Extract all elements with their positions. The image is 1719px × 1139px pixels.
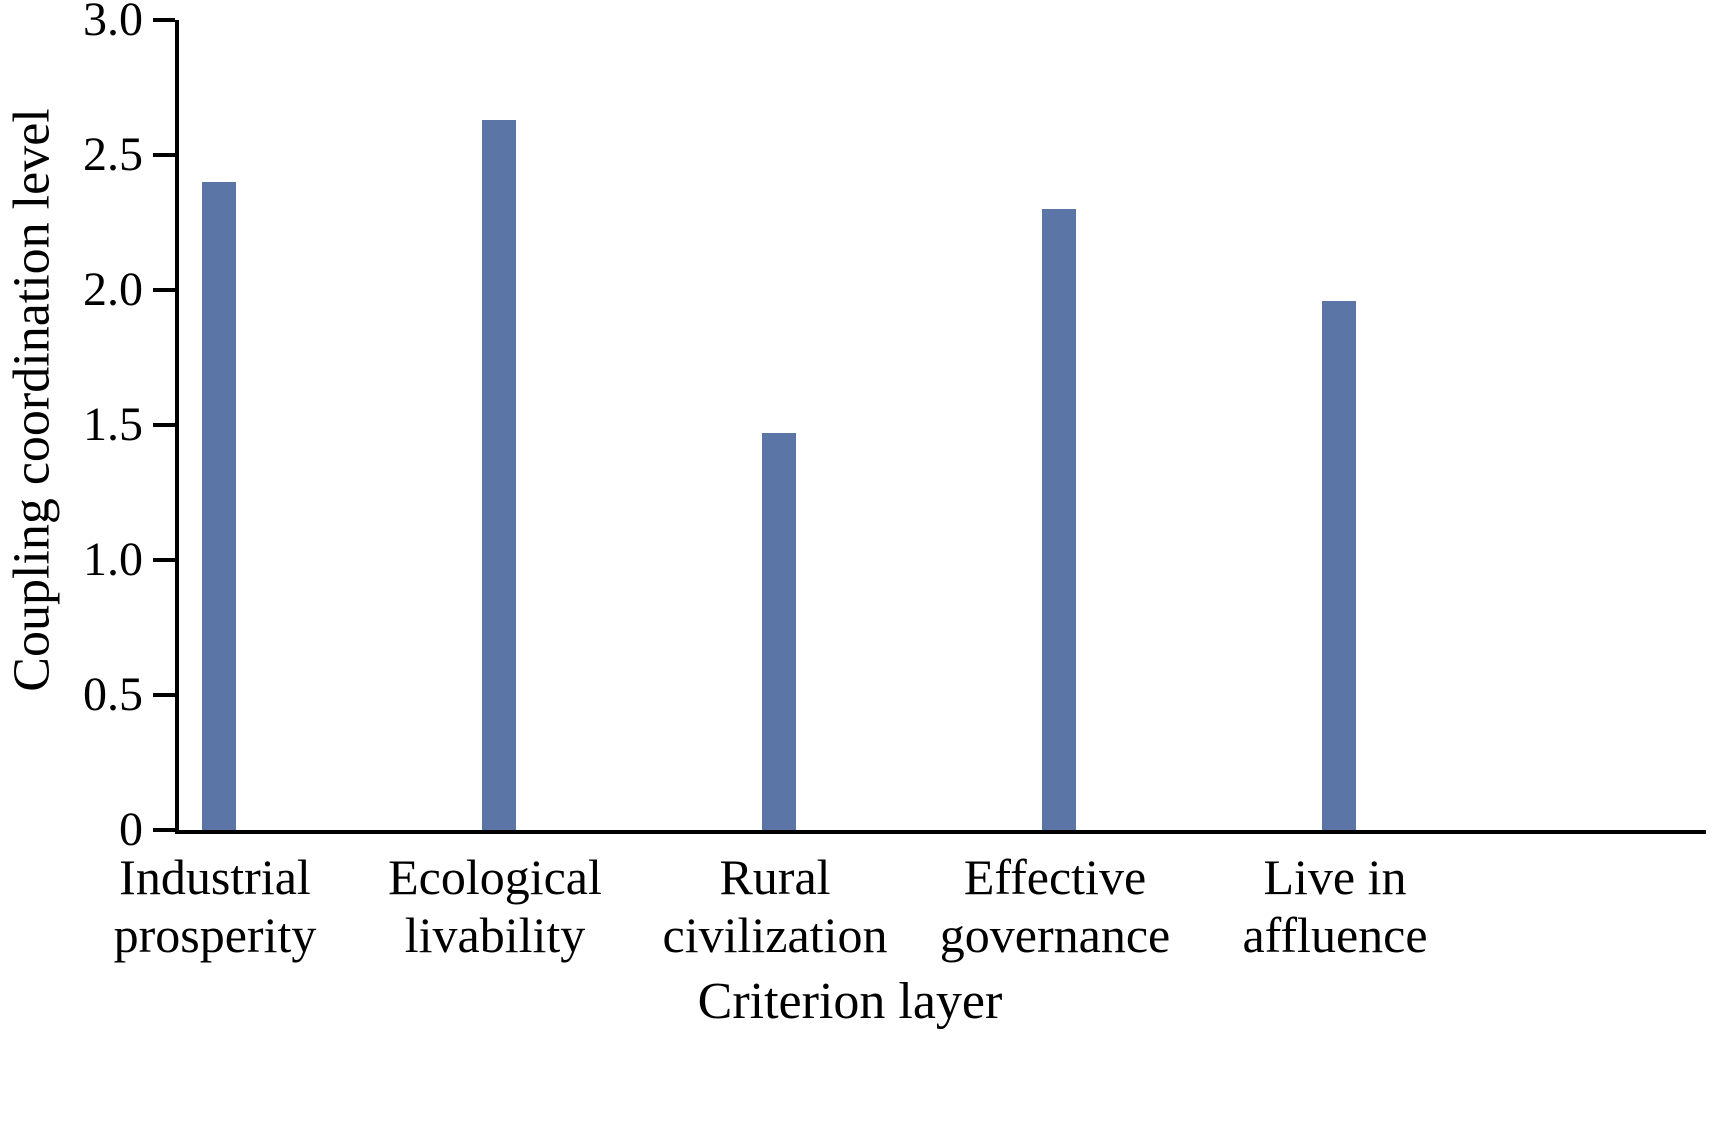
y-tick-label: 2.5 [83, 128, 143, 181]
y-tick-label: 3.0 [83, 0, 143, 46]
y-tick-label: 2.0 [83, 263, 143, 316]
bar [1322, 300, 1356, 830]
bar [202, 182, 236, 830]
x-axis-title: Criterion layer [697, 973, 1003, 1030]
y-tick-mark [153, 153, 175, 157]
y-tick-label: 1.0 [83, 533, 143, 586]
y-tick-label: 1.5 [83, 398, 143, 451]
y-tick-mark [153, 423, 175, 427]
y-tick-mark [153, 288, 175, 292]
y-tick-mark [153, 18, 175, 22]
x-category-label: Rural civilization [662, 849, 888, 963]
bar [762, 433, 796, 830]
x-category-label: Live in affluence [1242, 849, 1428, 963]
x-category-label: Effective governance [939, 849, 1171, 963]
plot-area [175, 20, 1706, 834]
y-tick-label: 0.5 [83, 668, 143, 721]
bar [1042, 209, 1076, 830]
y-tick-mark [153, 693, 175, 697]
x-category-label: Ecological livability [388, 849, 602, 963]
y-tick-label: 0 [119, 803, 143, 856]
x-category-label: Industrial prosperity [113, 849, 317, 963]
bar [482, 119, 516, 830]
y-axis-title: Coupling coordination level [3, 108, 61, 692]
y-tick-mark [153, 558, 175, 562]
y-tick-mark [153, 828, 175, 832]
